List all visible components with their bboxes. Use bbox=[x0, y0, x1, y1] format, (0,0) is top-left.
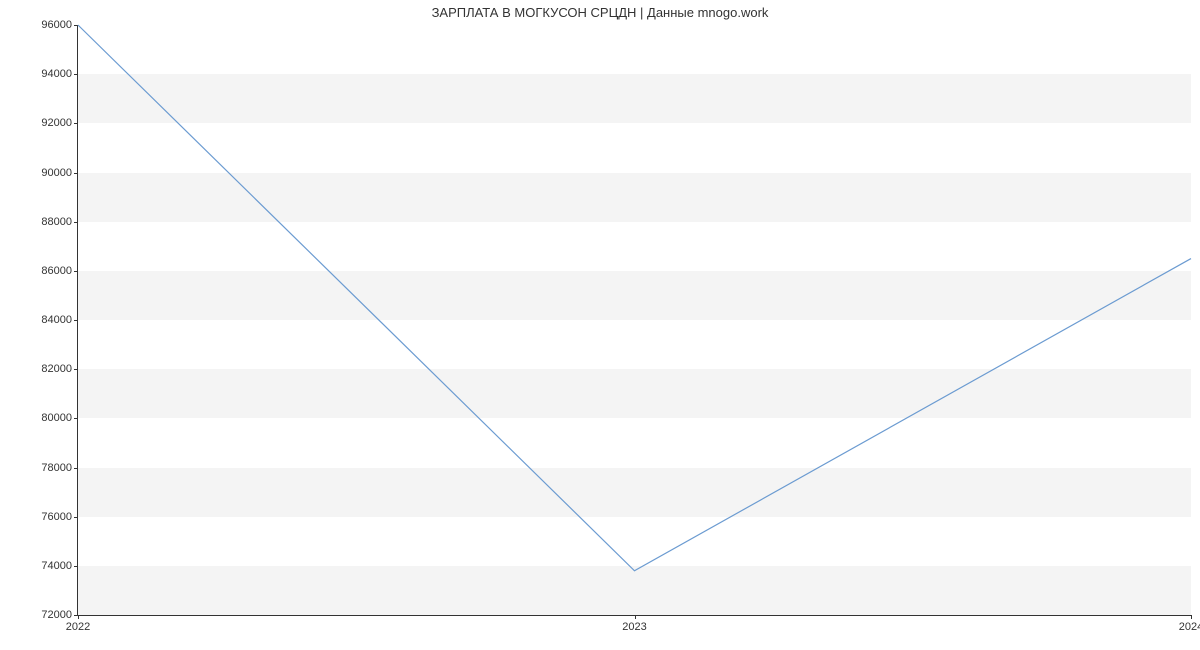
x-tick-mark bbox=[1191, 615, 1192, 619]
y-tick-label: 96000 bbox=[41, 19, 72, 31]
y-tick-label: 92000 bbox=[41, 117, 72, 129]
y-tick-label: 76000 bbox=[41, 511, 72, 523]
y-tick-label: 82000 bbox=[41, 363, 72, 375]
y-tick-label: 84000 bbox=[41, 314, 72, 326]
y-tick-label: 94000 bbox=[41, 68, 72, 80]
y-tick-label: 72000 bbox=[41, 609, 72, 621]
chart-title: ЗАРПЛАТА В МОГКУСОН СРЦДН | Данные mnogo… bbox=[0, 5, 1200, 20]
y-tick-label: 88000 bbox=[41, 216, 72, 228]
y-tick-label: 78000 bbox=[41, 462, 72, 474]
y-tick-label: 74000 bbox=[41, 560, 72, 572]
y-tick-label: 90000 bbox=[41, 167, 72, 179]
y-tick-label: 86000 bbox=[41, 265, 72, 277]
plot-area: 7200074000760007800080000820008400086000… bbox=[77, 25, 1191, 616]
x-tick-label: 2024 bbox=[1179, 621, 1200, 633]
x-tick-label: 2023 bbox=[622, 621, 646, 633]
x-tick-label: 2022 bbox=[66, 621, 90, 633]
chart-container: ЗАРПЛАТА В МОГКУСОН СРЦДН | Данные mnogo… bbox=[0, 0, 1200, 650]
x-tick-mark bbox=[78, 615, 79, 619]
series-line-salary bbox=[78, 25, 1191, 571]
y-tick-label: 80000 bbox=[41, 412, 72, 424]
x-tick-mark bbox=[635, 615, 636, 619]
line-chart-svg bbox=[78, 25, 1191, 615]
